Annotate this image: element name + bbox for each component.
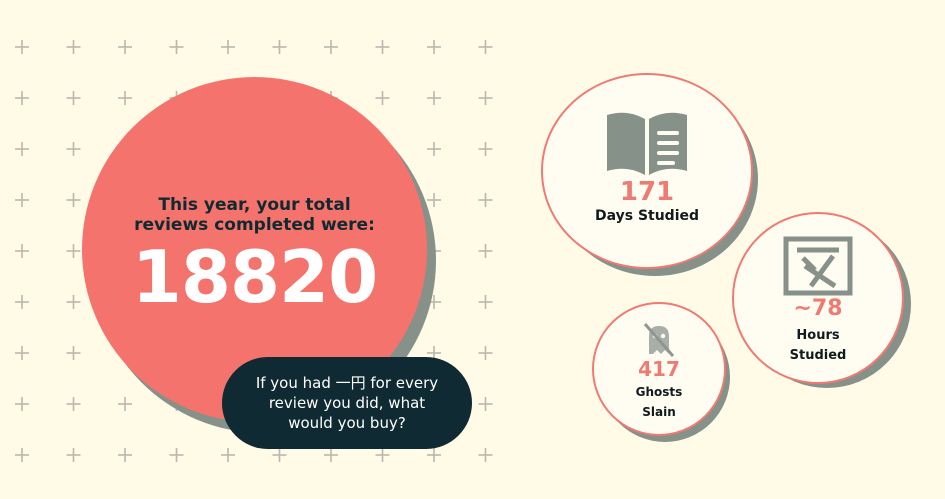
total-reviews-number: 18820 — [82, 237, 427, 317]
plus-mark — [67, 346, 81, 360]
bubble-text: If you had 一円 for every review you did, … — [256, 374, 438, 432]
plus-mark — [427, 91, 441, 105]
days-studied-value: 171 — [543, 177, 751, 207]
plus-mark — [67, 244, 81, 258]
plus-mark — [479, 448, 493, 462]
plus-mark — [67, 40, 81, 54]
plus-mark — [15, 295, 29, 309]
plus-mark — [479, 40, 493, 54]
total-reviews-label: This year, your total reviews completed … — [125, 195, 385, 235]
plus-mark — [67, 397, 81, 411]
plus-mark — [15, 142, 29, 156]
plus-mark — [15, 40, 29, 54]
plus-mark — [170, 40, 184, 54]
plus-mark — [67, 142, 81, 156]
plus-mark — [118, 91, 132, 105]
plus-mark — [479, 295, 493, 309]
plus-mark — [324, 40, 338, 54]
plus-mark — [479, 397, 493, 411]
plus-mark — [15, 346, 29, 360]
plus-mark — [15, 448, 29, 462]
plus-mark — [479, 244, 493, 258]
plus-mark — [67, 91, 81, 105]
plus-mark — [15, 244, 29, 258]
plus-mark — [15, 91, 29, 105]
plus-mark — [273, 448, 287, 462]
plus-mark — [15, 193, 29, 207]
plus-mark — [376, 448, 390, 462]
hours-studied-circle: ~78 Hours Studied — [732, 212, 904, 384]
plus-mark — [15, 397, 29, 411]
plus-mark — [67, 448, 81, 462]
plus-mark — [376, 40, 390, 54]
plus-mark — [324, 448, 338, 462]
plus-mark — [479, 346, 493, 360]
plus-mark — [427, 142, 441, 156]
hours-studied-label: Hours Studied — [783, 326, 853, 366]
plus-mark — [67, 295, 81, 309]
plus-mark — [118, 397, 132, 411]
plus-mark — [479, 193, 493, 207]
plus-mark — [118, 448, 132, 462]
book-icon — [601, 109, 693, 181]
plus-mark — [376, 91, 390, 105]
plus-mark — [221, 448, 235, 462]
plus-mark — [170, 448, 184, 462]
plus-mark — [479, 91, 493, 105]
plus-mark — [427, 193, 441, 207]
kanji-icon — [783, 236, 853, 296]
ghost-slashed-icon — [641, 320, 677, 360]
ghosts-slain-circle: 417 Ghosts Slain — [592, 302, 726, 436]
days-studied-circle: 171 Days Studied — [541, 73, 753, 269]
plus-mark — [273, 40, 287, 54]
plus-mark — [221, 40, 235, 54]
what-would-you-buy-bubble: If you had 一円 for every review you did, … — [222, 357, 472, 449]
plus-mark — [479, 142, 493, 156]
ghosts-slain-value: 417 — [594, 358, 724, 380]
plus-mark — [427, 448, 441, 462]
plus-mark — [427, 40, 441, 54]
hours-studied-value: ~78 — [734, 296, 902, 322]
total-reviews-text: This year, your total reviews completed … — [82, 195, 427, 317]
plus-mark — [118, 40, 132, 54]
days-studied-label: Days Studied — [543, 207, 751, 225]
ghosts-slain-label: Ghosts Slain — [634, 382, 684, 422]
plus-mark — [67, 193, 81, 207]
